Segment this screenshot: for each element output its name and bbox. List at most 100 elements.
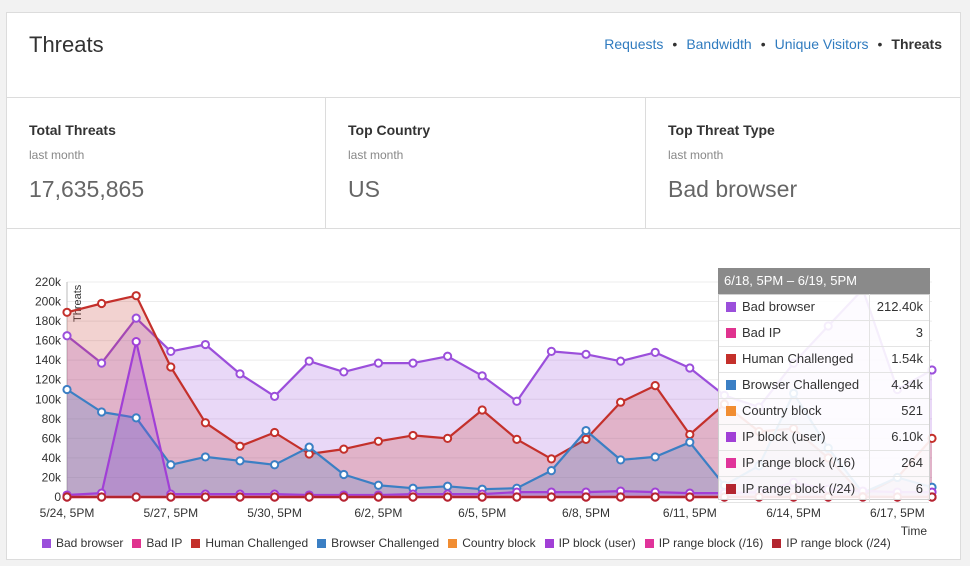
point-ip-range-block-24 <box>546 492 557 502</box>
tooltip-column-divider <box>869 320 870 346</box>
x-tick-label: 6/5, 5PM <box>458 506 506 520</box>
legend-label: IP range block (/24) <box>786 536 891 550</box>
tooltip-series-name: IP range block (/16) <box>742 455 856 470</box>
legend-label: IP block (user) <box>558 536 636 550</box>
nav-unique-visitors-link[interactable]: Unique Visitors <box>774 36 869 52</box>
legend-item[interactable]: IP block (user) <box>544 536 636 550</box>
nav-separator: • <box>672 36 678 52</box>
point-ip-range-block-24 <box>373 492 383 502</box>
point-ip-range-block-24 <box>62 492 72 502</box>
legend-item[interactable]: Bad IP <box>132 536 182 550</box>
legend-item[interactable]: Browser Challenged <box>317 536 439 550</box>
legend-swatch <box>772 539 782 548</box>
y-tick-label: 100k <box>35 392 62 406</box>
y-tick-label: 40k <box>42 451 62 465</box>
point-human-challenged <box>477 405 487 415</box>
legend-label: Bad browser <box>56 536 124 550</box>
point-ip-range-block-24 <box>339 492 349 502</box>
point-human-challenged <box>546 454 557 464</box>
point-browser-challenged <box>97 407 107 417</box>
nav-bandwidth-link[interactable]: Bandwidth <box>686 36 752 52</box>
point-bad-browser <box>339 367 349 377</box>
point-human-challenged <box>270 427 280 438</box>
area-ip-block-user <box>67 341 932 497</box>
point-browser-challenged <box>304 442 314 452</box>
point-human-challenged <box>200 418 210 428</box>
legend-item[interactable]: IP range block (/16) <box>644 536 763 550</box>
tooltip-title: 6/18, 5PM – 6/19, 5PM <box>718 268 930 294</box>
point-human-challenged <box>650 380 660 391</box>
legend-swatch <box>644 539 654 548</box>
point-human-challenged <box>443 433 453 443</box>
legend-item[interactable]: Country block <box>448 536 536 550</box>
legend-item[interactable]: Human Challenged <box>191 536 308 550</box>
tooltip-row: IP block (user) 6.10k <box>719 424 929 451</box>
point-bad-browser <box>62 331 72 341</box>
stat-label: Total Threats <box>29 122 116 138</box>
point-human-challenged <box>408 430 418 441</box>
nav-requests-link[interactable]: Requests <box>604 36 664 52</box>
point-ip-range-block-24 <box>131 492 141 502</box>
x-tick-label: 6/11, 5PM <box>663 506 717 520</box>
tooltip-row: Browser Challenged 4.34k <box>719 372 929 399</box>
tooltip-column-divider <box>869 346 870 372</box>
stat-value: US <box>348 176 380 202</box>
tooltip-column-divider <box>869 372 870 398</box>
chart-tooltip: 6/18, 5PM – 6/19, 5PM Bad browser 212.40k… <box>718 268 930 503</box>
point-human-challenged <box>131 291 141 301</box>
tooltip-series-value: 3 <box>915 325 923 340</box>
point-human-challenged <box>685 429 695 440</box>
y-tick-label: 200k <box>35 295 62 309</box>
tooltip-swatch <box>726 432 736 442</box>
x-tick-label: 5/30, 5PM <box>247 506 302 520</box>
point-browser-challenged <box>546 466 557 476</box>
point-human-challenged <box>97 298 107 309</box>
legend-item[interactable]: IP range block (/24) <box>772 536 891 550</box>
area-human-challenged <box>67 295 932 497</box>
point-human-challenged <box>235 441 245 451</box>
tooltip-swatch <box>726 354 736 364</box>
point-ip-range-block-24 <box>685 492 695 502</box>
point-ip-range-block-24 <box>97 492 107 502</box>
x-tick-label: 5/24, 5PM <box>40 506 95 520</box>
chart-legend: Bad browser Bad IP Human Challenged Browser… <box>42 536 900 550</box>
legend-swatch <box>191 539 201 548</box>
point-human-challenged <box>62 307 72 317</box>
tooltip-swatch <box>726 484 736 494</box>
tooltip-series-name: Browser Challenged <box>742 377 860 392</box>
stat-label: Top Country <box>348 122 431 138</box>
tooltip-series-name: IP range block (/24) <box>742 481 856 496</box>
point-browser-challenged <box>650 452 660 462</box>
tooltip-row: IP range block (/16) 264 <box>719 450 929 477</box>
point-bad-browser <box>373 358 383 368</box>
point-browser-challenged <box>166 460 176 470</box>
legend-swatch <box>42 539 51 548</box>
tooltip-series-value: 6.10k <box>891 429 923 444</box>
tooltip-swatch <box>726 328 736 338</box>
legend-label: Country block <box>462 536 536 550</box>
point-human-challenged <box>373 436 383 446</box>
point-bad-browser <box>443 351 453 361</box>
tooltip-column-divider <box>869 450 870 476</box>
point-browser-challenged <box>235 456 245 466</box>
tooltip-row: Human Challenged 1.54k <box>719 346 929 373</box>
point-bad-browser <box>270 391 280 401</box>
y-tick-label: 80k <box>42 412 62 426</box>
tooltip-row: Bad browser 212.40k <box>719 294 929 321</box>
x-tick-label: 6/17, 5PM <box>870 506 925 520</box>
tooltip-series-value: 1.54k <box>891 351 923 366</box>
point-browser-challenged <box>616 455 626 465</box>
point-bad-browser <box>408 358 418 368</box>
tooltip-series-name: IP block (user) <box>742 429 826 444</box>
point-human-challenged <box>512 434 522 444</box>
tooltip-series-value: 6 <box>915 481 923 496</box>
legend-item[interactable]: Bad browser <box>42 536 123 550</box>
y-tick-label: 60k <box>42 431 62 445</box>
y-tick-label: 0 <box>54 490 61 504</box>
point-ip-range-block-24 <box>512 492 522 502</box>
tooltip-swatch <box>726 302 736 312</box>
point-bad-browser <box>200 339 210 350</box>
stat-top-country: Top Country last month US <box>325 97 645 228</box>
point-human-challenged <box>339 444 349 454</box>
point-browser-challenged <box>443 481 453 491</box>
